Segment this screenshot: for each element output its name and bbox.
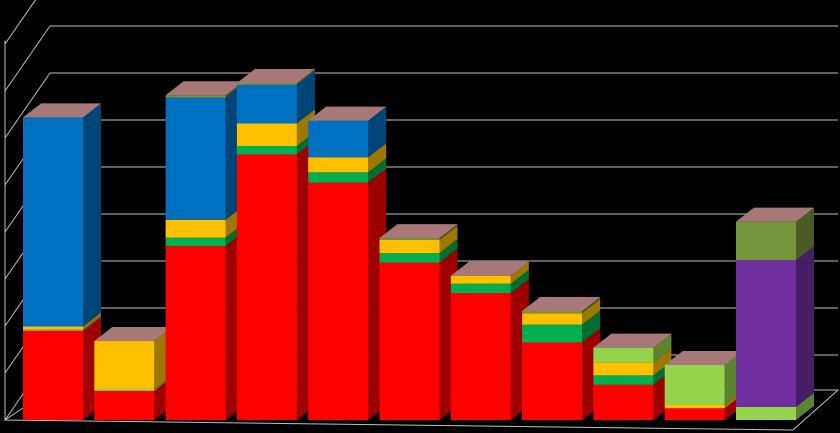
gridline-side <box>4 25 51 92</box>
bar-top-9 <box>664 351 743 366</box>
bar-side-3-7 <box>296 69 315 85</box>
bar-side-0-5 <box>83 103 101 327</box>
bar-side-5-3 <box>439 225 458 254</box>
bar-segment-10-6 <box>736 260 796 407</box>
bar-side-4-5 <box>368 106 387 158</box>
bar-side-6-3 <box>510 261 529 284</box>
bar-segment-3-7 <box>236 83 297 85</box>
bar-segment-3-2 <box>236 145 297 155</box>
bar-segment-5-3 <box>379 239 440 254</box>
bar-segment-5-0 <box>379 262 440 420</box>
bar-side-7-3 <box>582 299 601 325</box>
bar-segment-8-2 <box>593 375 654 385</box>
bar-segment-3-0 <box>236 154 297 420</box>
bar-segment-6-3 <box>450 275 511 284</box>
bar-segment-0-1 <box>23 329 83 331</box>
bar-top-0 <box>23 103 101 118</box>
bar-segment-1-0 <box>94 390 155 420</box>
bar-side-3-5 <box>296 70 315 124</box>
bar-segment-6-2 <box>450 283 511 294</box>
bar-side-4-3 <box>368 143 387 173</box>
bar-segment-4-5 <box>308 120 369 158</box>
bar-segment-2-5 <box>165 97 226 220</box>
gridline-side <box>4 72 51 139</box>
bar-segment-3-5 <box>236 84 297 124</box>
bar-side-0-1 <box>83 315 101 331</box>
bar-segment-7-2 <box>522 324 583 343</box>
bar-segment-9-3 <box>664 404 725 409</box>
bar-side-8-4 <box>653 333 672 363</box>
bar-side-3-3 <box>296 109 315 146</box>
bar-segment-9-4 <box>664 365 725 405</box>
bar-top-2 <box>165 81 244 96</box>
bar-side-5-2 <box>439 239 458 263</box>
bar-top-7 <box>522 296 601 311</box>
bar-segment-2-7 <box>165 95 226 98</box>
bar-side-10-6 <box>796 246 814 407</box>
bar-top-5 <box>379 224 458 239</box>
bar-segment-2-2 <box>165 237 226 247</box>
bar-segment-0-5 <box>23 117 83 327</box>
bar-segment-2-0 <box>165 246 226 420</box>
bar-side-10-7 <box>796 207 814 261</box>
bar-side-10-1 <box>796 392 814 420</box>
bar-side-8-3 <box>653 348 672 376</box>
bar-segment-10-7 <box>736 221 796 261</box>
bar-segment-1-3 <box>94 341 155 389</box>
bar-segment-7-7 <box>522 310 583 314</box>
bar-side-5-7 <box>439 224 458 240</box>
bar-segment-4-3 <box>308 157 369 173</box>
bar-top-10 <box>736 207 814 222</box>
bar-segment-8-3 <box>593 362 654 376</box>
bar-segment-0-0 <box>23 330 83 420</box>
bar-side-7-2 <box>582 310 601 343</box>
bar-segment-8-4 <box>593 347 654 363</box>
bar-side-6-2 <box>510 269 529 294</box>
bar-segment-3-3 <box>236 123 297 146</box>
bar-top-3 <box>236 69 315 84</box>
bar-top-6 <box>450 261 529 276</box>
bar-segment-7-3 <box>522 313 583 325</box>
bar-segment-6-0 <box>450 293 511 420</box>
bar-segment-10-1 <box>736 406 796 420</box>
bar-segment-1-1 <box>94 388 155 391</box>
bar-segment-8-0 <box>593 384 654 420</box>
bar-top-8 <box>593 333 672 348</box>
bar-side-7-7 <box>582 296 601 314</box>
bar-top-4 <box>308 106 387 121</box>
bar-segment-0-3 <box>23 326 83 330</box>
bar-segment-5-2 <box>379 253 440 263</box>
bar-segment-9-0 <box>664 408 725 420</box>
bar-segment-7-0 <box>522 342 583 420</box>
bar-side-4-2 <box>368 158 387 183</box>
gridline-side <box>4 0 37 45</box>
bar-segment-2-3 <box>165 219 226 238</box>
bar-top-1 <box>94 327 173 342</box>
bar-side-0-3 <box>83 312 101 330</box>
bar-segment-4-2 <box>308 172 369 183</box>
bar-segment-4-0 <box>308 182 369 420</box>
bar-segment-5-7 <box>379 238 440 240</box>
